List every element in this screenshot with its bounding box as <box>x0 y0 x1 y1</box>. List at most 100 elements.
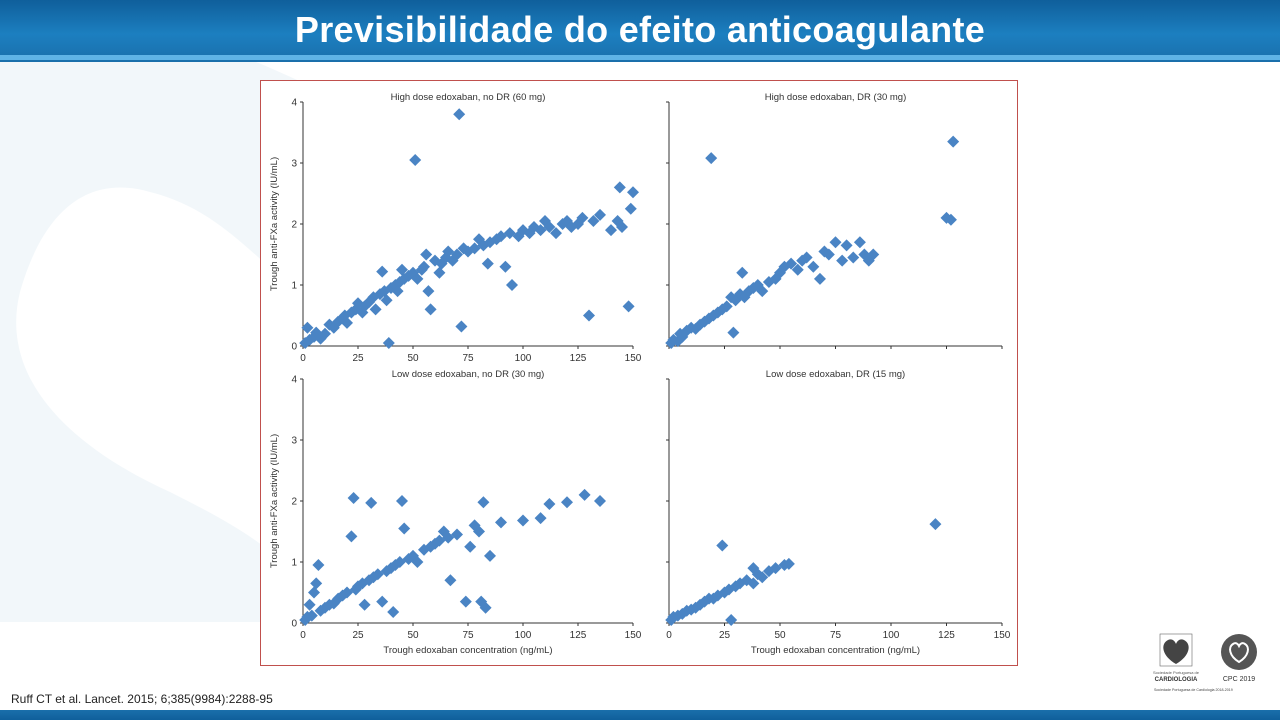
data-point <box>594 495 606 507</box>
data-point <box>720 300 733 313</box>
data-point <box>853 236 866 249</box>
data-point <box>867 248 880 261</box>
data-point <box>314 332 327 345</box>
spc-grid-icon <box>1159 633 1193 667</box>
data-point <box>391 285 404 298</box>
data-point <box>319 327 331 340</box>
data-point <box>473 525 485 538</box>
data-point <box>587 214 600 227</box>
citation: Ruff CT et al. Lancet. 2015; 6;385(9984)… <box>11 692 273 706</box>
x-tick-label: 150 <box>625 353 642 364</box>
data-point <box>385 562 397 575</box>
x-tick-label: 0 <box>666 630 672 641</box>
data-point <box>433 266 446 279</box>
data-point <box>756 571 769 584</box>
cpc-heart-icon <box>1229 642 1249 664</box>
y-tick-label: 2 <box>291 220 297 231</box>
data-point <box>464 540 477 553</box>
data-point <box>756 285 769 298</box>
data-point <box>499 260 512 273</box>
data-point <box>444 574 457 587</box>
data-point <box>411 556 424 568</box>
data-point <box>818 245 831 258</box>
x-tick-label: 0 <box>300 630 306 641</box>
data-point <box>627 186 639 199</box>
data-point <box>594 208 606 221</box>
panel-title: Low dose edoxaban, no DR (30 mg) <box>392 369 545 380</box>
data-point <box>829 236 842 249</box>
data-point <box>451 248 463 261</box>
panel-title: High dose edoxaban, DR (30 mg) <box>765 92 907 103</box>
data-point <box>418 260 430 273</box>
data-point <box>725 291 738 304</box>
data-point <box>310 326 323 339</box>
y-tick-label: 0 <box>291 619 297 630</box>
data-point <box>453 108 466 121</box>
data-point <box>424 303 437 316</box>
x-tick-label: 50 <box>407 353 419 364</box>
data-point <box>312 559 325 572</box>
data-point <box>358 598 371 611</box>
data-point <box>785 257 798 270</box>
data-point <box>707 592 720 605</box>
data-point <box>380 294 393 307</box>
data-point <box>698 595 711 608</box>
data-point <box>782 557 795 570</box>
x-tick-label: 25 <box>352 353 364 364</box>
data-point <box>356 577 369 590</box>
data-point <box>576 211 589 224</box>
data-point <box>303 333 316 346</box>
y-tick-label: 4 <box>291 375 297 386</box>
data-point <box>506 279 518 291</box>
x-tick-label: 100 <box>515 353 532 364</box>
data-point <box>583 309 595 322</box>
cpc-circle-icon <box>1221 634 1257 670</box>
data-point <box>332 592 345 605</box>
data-point <box>742 285 755 298</box>
data-point <box>791 263 804 276</box>
x-tick-label: 100 <box>883 630 900 641</box>
data-point <box>376 265 389 278</box>
data-point <box>310 577 323 590</box>
data-point <box>303 598 316 611</box>
x-tick-label: 125 <box>570 630 587 641</box>
data-point <box>565 221 578 234</box>
data-point <box>840 239 853 252</box>
data-point <box>314 604 327 617</box>
data-point <box>411 272 424 285</box>
spc-cardiologia: CARDIOLOGIA <box>1155 677 1198 683</box>
x-tick-label: 150 <box>994 630 1011 641</box>
y-axis-label: Trough anti-FXa activity (IU/mL) <box>269 434 280 568</box>
data-point <box>807 260 820 273</box>
x-axis-label: Trough edoxaban concentration (ng/mL) <box>751 645 920 656</box>
data-point <box>822 248 835 261</box>
data-point <box>299 336 312 349</box>
spc-heart-icon <box>1163 639 1189 664</box>
data-point <box>308 586 320 599</box>
spc-name: Sociedade Portuguesa de <box>1153 670 1200 675</box>
data-point <box>345 530 358 543</box>
data-point <box>468 519 481 532</box>
data-point <box>534 512 547 525</box>
data-point <box>800 251 813 264</box>
x-tick-label: 75 <box>462 353 474 364</box>
logos: Sociedade Portuguesa de CARDIOLOGIA CPC … <box>1153 633 1257 692</box>
data-point <box>707 309 720 322</box>
data-point <box>398 522 411 535</box>
data-point <box>543 498 556 511</box>
x-axis-label: Trough edoxaban concentration (ng/mL) <box>383 645 552 656</box>
y-tick-label: 3 <box>291 159 297 170</box>
y-axis-label: Trough anti-FXa activity (IU/mL) <box>269 157 280 291</box>
data-point <box>613 181 626 194</box>
data-point <box>336 589 349 602</box>
data-point <box>382 336 395 349</box>
data-point <box>689 322 702 335</box>
x-tick-label: 125 <box>938 630 955 641</box>
panel-title: Low dose edoxaban, DR (15 mg) <box>766 369 905 380</box>
data-point <box>616 221 628 234</box>
data-point <box>517 514 529 527</box>
panel-title: High dose edoxaban, no DR (60 mg) <box>391 92 546 103</box>
data-point <box>929 518 942 531</box>
data-point <box>347 491 360 504</box>
data-point <box>716 303 729 316</box>
